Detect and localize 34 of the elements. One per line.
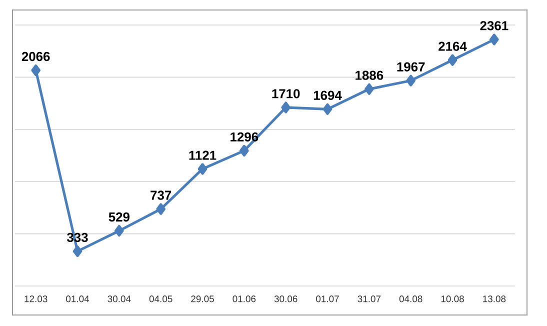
data-label: 529 [108, 212, 130, 222]
data-label: 1886 [356, 70, 384, 80]
point [406, 74, 416, 86]
x-tick-label: 13.08 [483, 296, 506, 302]
data-label: 2066 [22, 52, 50, 62]
x-tick-label: 31.07 [358, 296, 381, 302]
point [322, 103, 332, 115]
point [114, 224, 124, 237]
x-tick-label: 12.03 [24, 296, 48, 302]
x-tick-label: 04.05 [149, 296, 172, 302]
point [72, 245, 82, 258]
point [31, 64, 41, 76]
point [240, 144, 249, 156]
data-label: 2361 [480, 21, 508, 30]
data-label: 1121 [189, 150, 216, 160]
point [281, 102, 291, 114]
x-tick-label: 01.07 [316, 296, 339, 302]
x-tick-label: 30.04 [108, 296, 131, 302]
point [448, 54, 458, 66]
x-tick-label: 10.08 [441, 296, 464, 302]
data-label: 1694 [314, 90, 342, 100]
data-label: 1710 [272, 89, 300, 98]
point [364, 83, 374, 95]
x-tick-label: 01.04 [66, 296, 90, 302]
point [490, 34, 499, 46]
data-label: 1967 [397, 62, 425, 72]
x-tick-label: 01.06 [232, 296, 256, 302]
x-tick-label: 04.08 [399, 296, 422, 302]
data-label: 737 [150, 190, 172, 200]
point [198, 163, 208, 175]
point [156, 203, 166, 215]
x-tick-label: 30.06 [274, 296, 298, 302]
data-label: 2164 [438, 42, 467, 51]
x-tick-label: 29.05 [191, 296, 214, 302]
